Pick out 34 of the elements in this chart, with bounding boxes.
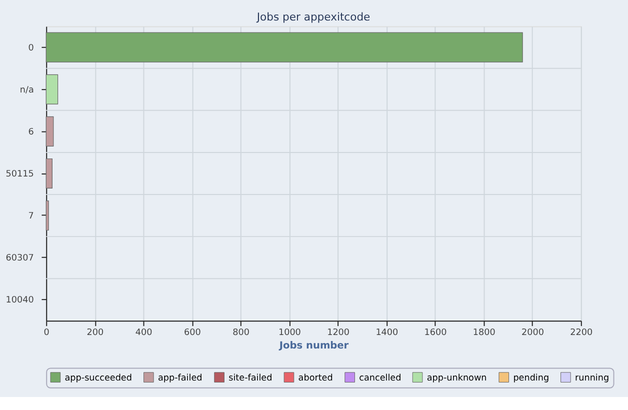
y-tick-label: 6 [28, 127, 34, 138]
legend-label: aborted [298, 373, 333, 384]
bar [46, 158, 52, 188]
legend-label: running [575, 373, 610, 384]
bar [46, 200, 49, 231]
x-axis-title: Jobs number [278, 340, 349, 352]
x-tick-label: 1600 [424, 328, 448, 338]
x-tick-label: 2000 [522, 328, 544, 338]
bar [46, 32, 523, 62]
y-tick-label: 0 [28, 43, 34, 54]
x-tick-label: 400 [135, 328, 153, 338]
x-tick-label: 0 [44, 328, 50, 338]
x-tick-label: 1200 [327, 328, 350, 338]
x-tick-label: 1800 [472, 328, 496, 338]
legend-label: app-unknown [426, 373, 487, 384]
x-tick-label: 2200 [570, 328, 594, 338]
legend-label: app-succeeded [64, 373, 132, 384]
y-tick-label: 50115 [6, 169, 34, 180]
x-tick-label: 200 [86, 328, 104, 338]
legend-label: site-failed [228, 373, 272, 384]
legend-label: app-failed [158, 373, 202, 384]
chart-title: Jobs per appexitcode [256, 10, 371, 24]
legend-label: cancelled [359, 373, 402, 384]
x-tick-label: 1400 [376, 328, 399, 338]
bar [46, 116, 54, 146]
y-tick-label: 60307 [6, 254, 34, 264]
y-tick-label: n/a [20, 85, 34, 96]
legend-label: pending [513, 373, 550, 384]
x-tick-label: 600 [184, 328, 202, 338]
x-tick-label: 800 [232, 328, 250, 338]
bar [46, 74, 58, 104]
y-tick-label: 7 [28, 211, 34, 222]
y-tick-label: 10040 [6, 296, 34, 306]
x-tick-label: 1000 [278, 328, 302, 338]
